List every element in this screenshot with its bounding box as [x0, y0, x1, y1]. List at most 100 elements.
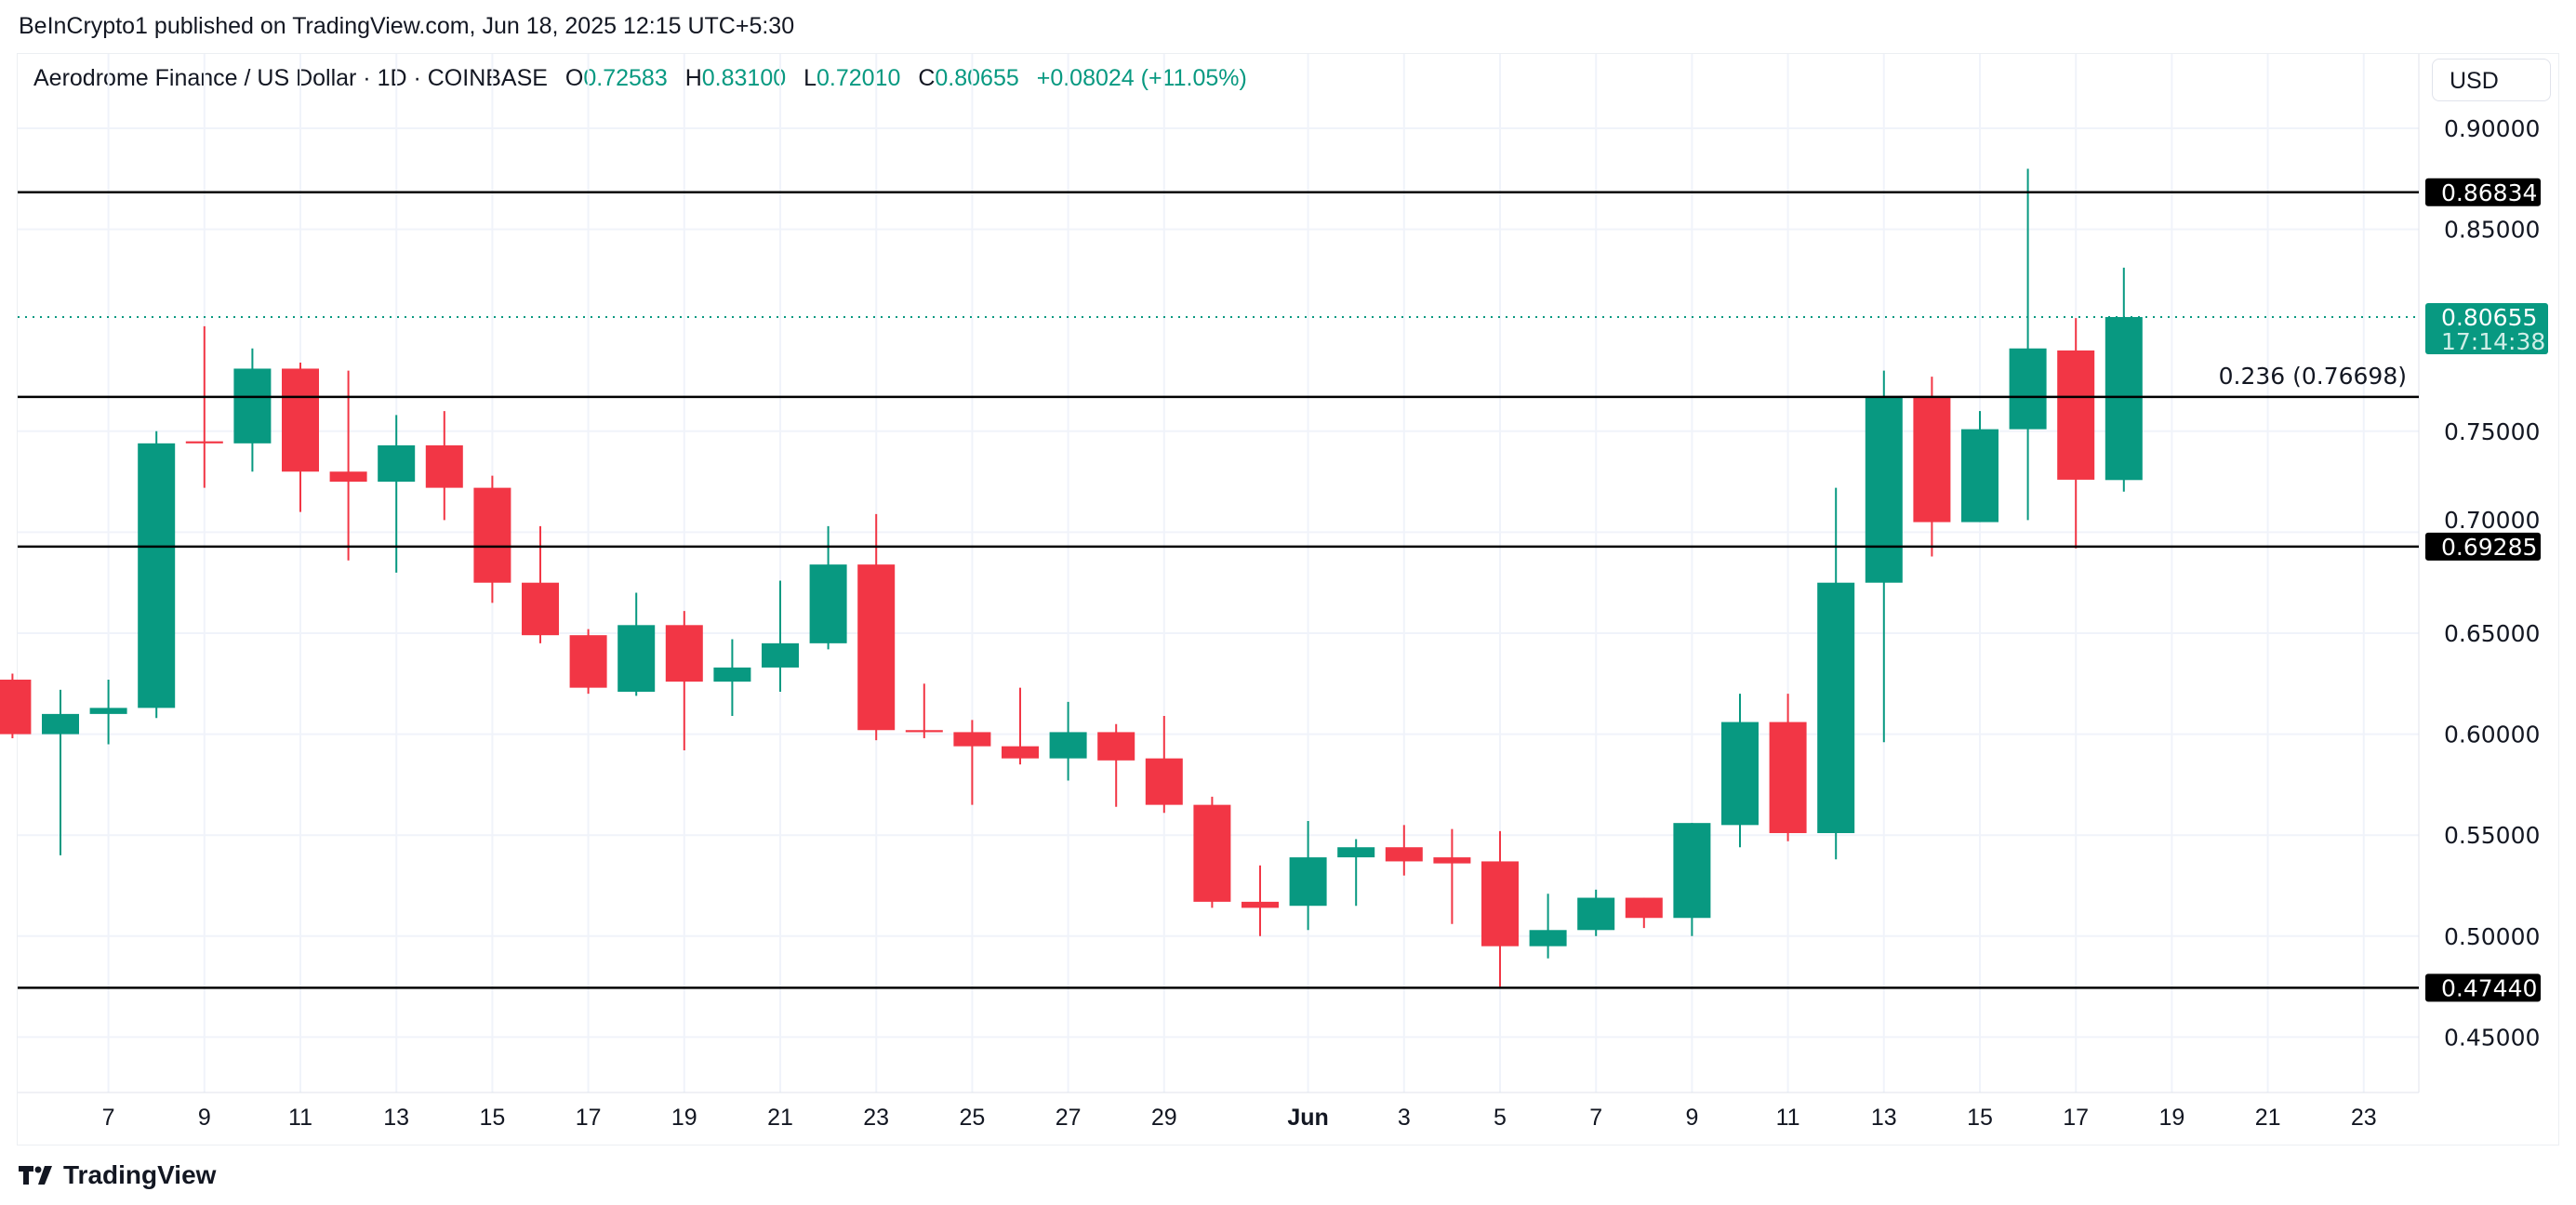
price-tick-label: 0.60000	[2444, 722, 2540, 748]
currency-button[interactable]: USD	[2432, 59, 2551, 101]
level-price-label: 0.47440	[2441, 974, 2537, 1001]
price-tick-label: 0.65000	[2444, 620, 2540, 647]
candle-body	[185, 441, 223, 444]
date-tick-label: 13	[1871, 1105, 1897, 1131]
countdown-label: 17:14:38	[2441, 328, 2545, 355]
date-tick-label: 7	[1589, 1105, 1602, 1131]
date-tick-label: 3	[1398, 1105, 1411, 1131]
candle-body	[1337, 847, 1375, 858]
candle-body	[1145, 758, 1183, 805]
candle-body	[1242, 901, 1279, 908]
candle-body	[1625, 897, 1663, 919]
candle-body	[1433, 857, 1471, 864]
candle-body	[1002, 746, 1039, 759]
date-tick-label: 23	[2351, 1105, 2377, 1131]
candle-body	[617, 625, 656, 692]
candle-body	[89, 708, 127, 714]
date-tick-label: 11	[288, 1105, 312, 1131]
date-tick-label: 21	[2255, 1105, 2281, 1131]
last-price-label: 0.80655	[2441, 304, 2537, 331]
date-tick-label: 5	[1494, 1105, 1507, 1131]
candle-body	[2009, 348, 2047, 430]
candle-body	[329, 471, 367, 483]
logo-text: TradingView	[63, 1160, 217, 1189]
date-tick-label: 19	[671, 1105, 697, 1131]
candle-body	[1049, 732, 1087, 759]
price-tick-label: 0.45000	[2444, 1024, 2540, 1051]
candle-body	[1577, 897, 1615, 931]
candle-body	[1721, 722, 1759, 826]
change-value: +0.08024 (+11.05%)	[1036, 65, 1247, 91]
date-tick-label: 7	[102, 1105, 115, 1131]
publisher-line: BeInCrypto1 published on TradingView.com…	[19, 13, 795, 39]
date-tick-label: 11	[1776, 1105, 1800, 1131]
candle-body	[138, 443, 176, 708]
date-tick-label: 23	[863, 1105, 889, 1131]
candle-body	[425, 445, 463, 488]
date-tick-label: 15	[1967, 1105, 1993, 1131]
candle-body	[473, 487, 511, 583]
high-value: 0.83100	[701, 65, 787, 91]
candle-body	[2057, 350, 2095, 480]
candle-body	[665, 625, 703, 682]
candle-body	[42, 713, 79, 735]
open-label: O	[564, 65, 584, 91]
candle-body	[1769, 722, 1807, 834]
candle-body	[378, 445, 416, 483]
candle-body	[1673, 823, 1711, 919]
candle-body	[809, 564, 847, 643]
level-price-label: 0.86834	[2441, 179, 2537, 206]
candle-body	[1193, 804, 1231, 902]
symbol-legend: Aerodrome Finance / US Dollar · 1D · COI…	[33, 65, 1247, 92]
candle-body	[1481, 861, 1519, 947]
date-tick-label: 15	[479, 1105, 505, 1131]
date-tick-label: 13	[383, 1105, 409, 1131]
date-tick-label: 9	[1685, 1105, 1698, 1131]
high-label: H	[684, 65, 702, 91]
price-tick-label: 0.90000	[2444, 115, 2540, 142]
price-tick-label: 0.85000	[2444, 217, 2540, 244]
candle-body	[1913, 396, 1951, 523]
candle-body	[1817, 582, 1855, 834]
date-tick-label: 21	[767, 1105, 793, 1131]
candle-body	[1529, 930, 1567, 947]
price-tick-label: 0.50000	[2444, 923, 2540, 950]
date-tick-label: 29	[1151, 1105, 1177, 1131]
level-price-label: 0.69285	[2441, 534, 2537, 561]
tradingview-logo[interactable]: TradingView	[19, 1160, 216, 1190]
date-tick-label: 19	[2158, 1105, 2184, 1131]
candle-body	[713, 667, 751, 682]
candle-body	[1865, 396, 1903, 583]
date-tick-label: Jun	[1287, 1105, 1328, 1131]
candle-body	[762, 642, 799, 668]
open-value: 0.72583	[583, 65, 668, 91]
level-price-tag	[2425, 973, 2541, 1002]
candle-body	[522, 582, 559, 636]
level-price-tag	[2425, 178, 2541, 206]
close-value: 0.80655	[935, 65, 1019, 91]
candle-body	[0, 679, 32, 735]
close-label: C	[918, 65, 936, 91]
price-tick-label: 0.70000	[2444, 507, 2540, 534]
candle-body	[569, 635, 607, 688]
fib-level-label: 0.236 (0.76698)	[2219, 363, 2407, 390]
candle-body	[2105, 316, 2143, 481]
candle-body	[1289, 857, 1327, 907]
tradingview-logo-icon	[19, 1166, 52, 1185]
date-tick-label: 25	[959, 1105, 985, 1131]
price-tick-label: 0.75000	[2444, 418, 2540, 445]
candle-body	[233, 368, 272, 444]
symbol-title[interactable]: Aerodrome Finance / US Dollar · 1D · COI…	[33, 65, 548, 91]
candle-body	[857, 564, 896, 731]
date-tick-label: 9	[198, 1105, 211, 1131]
candle-body	[282, 368, 319, 472]
date-tick-label: 17	[576, 1105, 602, 1131]
low-label: L	[803, 65, 817, 91]
chart-frame	[17, 53, 2559, 1145]
candle-body	[1385, 847, 1423, 862]
candle-body	[1961, 429, 1998, 523]
price-tick-label: 0.55000	[2444, 822, 2540, 849]
low-value: 0.72010	[817, 65, 901, 91]
last-price-tag	[2425, 302, 2548, 354]
